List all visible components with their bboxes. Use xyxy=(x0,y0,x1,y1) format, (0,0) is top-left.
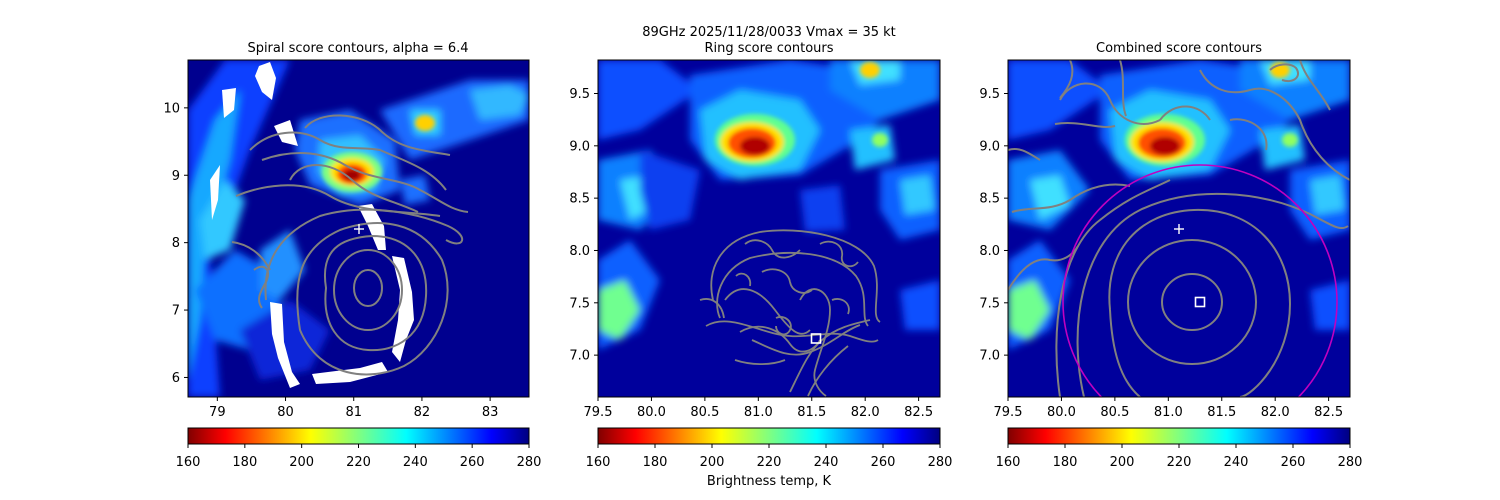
panel-ring-cold-core xyxy=(715,62,888,166)
y-tick-label: 8.5 xyxy=(979,192,1000,207)
x-tick-label: 82 xyxy=(414,405,431,420)
colorbar-2-gradient xyxy=(597,427,941,445)
y-tick-label: 8 xyxy=(172,236,180,251)
colorbar-tick-label: 240 xyxy=(814,455,839,470)
colorbar-tick-label: 260 xyxy=(460,455,485,470)
panel-combined-plus-marker xyxy=(1174,224,1184,234)
panel-ring-plot-area xyxy=(598,60,940,397)
panel-combined-square-marker xyxy=(1194,296,1206,308)
colorbar-tick-label: 260 xyxy=(871,455,896,470)
y-tick-label: 7.0 xyxy=(569,349,590,364)
panel-ring-square-marker xyxy=(810,333,822,344)
colorbar-2-ticks: 160 180 200 220 240 260 280 xyxy=(586,444,953,470)
panel-combined-title: Combined score contours xyxy=(1096,41,1262,56)
panel-combined-ring-circle xyxy=(1062,164,1338,397)
colorbar-tick-label: 240 xyxy=(1224,455,1249,470)
colorbar-tick-label: 200 xyxy=(700,455,725,470)
x-tick-label: 82.0 xyxy=(851,405,880,420)
colorbar-tick-label: 280 xyxy=(517,455,542,470)
x-tick-label: 79.5 xyxy=(994,405,1023,420)
colorbar-tick-label: 220 xyxy=(1167,455,1192,470)
colorbar-tick-label: 220 xyxy=(346,455,371,470)
y-tick-label: 7.5 xyxy=(569,296,590,311)
x-tick-label: 81.5 xyxy=(797,405,826,420)
panel-combined-contours xyxy=(1008,60,1350,397)
panel-spiral: Spiral score contours, alpha = 6.4 xyxy=(163,41,530,420)
colorbar-tick-label: 160 xyxy=(176,455,201,470)
colorbar-tick-label: 180 xyxy=(232,455,257,470)
panel-combined: Combined score contours xyxy=(979,41,1351,420)
panel-spiral-contours xyxy=(231,114,469,376)
x-tick-label: 82.5 xyxy=(904,405,933,420)
y-tick-label: 7.5 xyxy=(979,296,1000,311)
panel-combined-frame xyxy=(1007,59,1351,398)
x-tick-label: 80.0 xyxy=(1047,405,1076,420)
panel-ring-axis-ticks: 79.5 80.0 80.5 81.0 81.5 82.0 82.5 7.0 7.5 8.0 8.5… xyxy=(569,87,933,420)
panel-spiral-plot-area xyxy=(188,60,529,397)
x-tick-label: 81.0 xyxy=(744,405,773,420)
x-tick-label: 81 xyxy=(345,405,362,420)
colorbar-1-gradient xyxy=(187,427,530,445)
colorbar-label: Brightness temp, K xyxy=(707,474,832,489)
x-tick-label: 79 xyxy=(209,405,226,420)
panel-ring-contours xyxy=(699,229,881,397)
colorbar-tick-label: 180 xyxy=(643,455,668,470)
panel-ring-frame xyxy=(597,59,941,398)
colorbar-tick-label: 260 xyxy=(1281,455,1306,470)
colorbar-3-gradient xyxy=(1007,427,1351,445)
y-tick-label: 8.0 xyxy=(979,244,1000,259)
x-tick-label: 82.5 xyxy=(1314,405,1343,420)
panel-spiral-axis-ticks: 79 80 81 82 83 6 7 8 9 10 xyxy=(163,101,498,420)
x-tick-label: 79.5 xyxy=(584,405,613,420)
x-tick-label: 81.5 xyxy=(1207,405,1236,420)
y-tick-label: 9.0 xyxy=(569,139,590,154)
x-tick-label: 80.5 xyxy=(690,405,719,420)
panel-spiral-plus-marker xyxy=(354,224,364,234)
colorbar-tick-label: 220 xyxy=(757,455,782,470)
colorbar-tick-label: 200 xyxy=(289,455,314,470)
x-tick-label: 82.0 xyxy=(1261,405,1290,420)
y-tick-label: 8.0 xyxy=(569,244,590,259)
y-tick-label: 7 xyxy=(172,304,180,319)
x-tick-label: 83 xyxy=(482,405,499,420)
x-tick-label: 81.0 xyxy=(1154,405,1183,420)
y-tick-label: 9.0 xyxy=(979,139,1000,154)
colorbar-tick-label: 160 xyxy=(996,455,1021,470)
y-tick-label: 9.5 xyxy=(979,87,1000,102)
colorbar-1: 160 180 200 220 240 260 280 xyxy=(176,427,542,470)
panel-spiral-title: Spiral score contours, alpha = 6.4 xyxy=(247,41,468,56)
colorbar-tick-label: 200 xyxy=(1110,455,1135,470)
colorbar-tick-label: 160 xyxy=(586,455,611,470)
x-tick-label: 80.5 xyxy=(1100,405,1129,420)
panel-spiral-frame xyxy=(187,59,530,398)
y-tick-label: 7.0 xyxy=(979,349,1000,364)
colorbar-3: 160 180 200 220 240 260 280 xyxy=(996,427,1363,470)
colorbar-tick-label: 180 xyxy=(1053,455,1078,470)
panel-combined-axis-ticks: 79.5 80.0 80.5 81.0 81.5 82.0 82.5 7.0 7.5 8.0 8.5… xyxy=(979,87,1343,420)
colorbar-3-ticks: 160 180 200 220 240 260 280 xyxy=(996,444,1363,470)
y-tick-label: 10 xyxy=(163,101,180,116)
panel-combined-plot-area xyxy=(1008,60,1350,397)
x-tick-label: 80 xyxy=(277,405,294,420)
colorbar-tick-label: 280 xyxy=(928,455,953,470)
y-tick-label: 8.5 xyxy=(569,192,590,207)
panel-ring: Ring score contours xyxy=(569,41,941,420)
colorbar-tick-label: 240 xyxy=(403,455,428,470)
y-tick-label: 9 xyxy=(172,169,180,184)
colorbar-tick-label: 280 xyxy=(1338,455,1363,470)
panel-spiral-cold-core xyxy=(322,115,435,192)
figure-suptitle: 89GHz 2025/11/28/0033 Vmax = 35 kt xyxy=(642,25,896,40)
colorbar-1-ticks: 160 180 200 220 240 260 280 xyxy=(176,444,542,470)
y-tick-label: 6 xyxy=(172,371,180,386)
panel-combined-cold-core xyxy=(1125,62,1298,166)
colorbar-2: 160 180 200 220 240 260 280 Brightness temp, K xyxy=(586,427,953,489)
x-tick-label: 80.0 xyxy=(637,405,666,420)
y-tick-label: 9.5 xyxy=(569,87,590,102)
panel-ring-title: Ring score contours xyxy=(704,41,833,56)
